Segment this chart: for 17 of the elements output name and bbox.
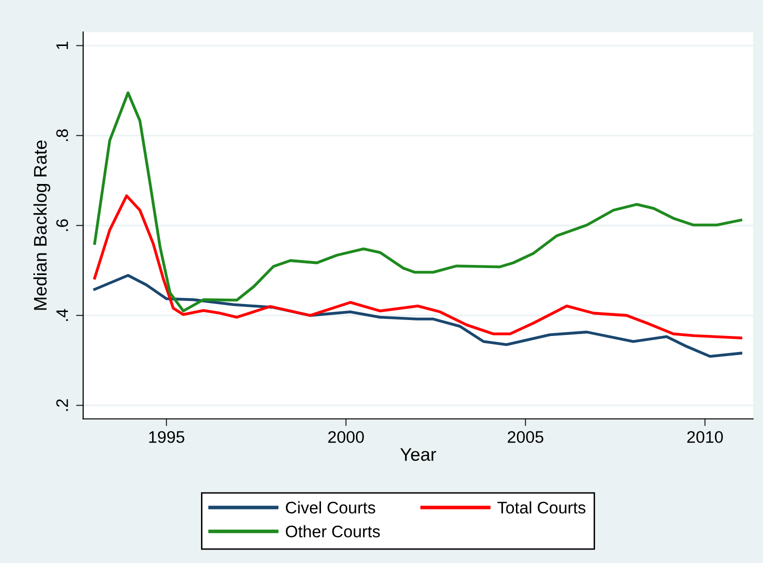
x-tick-label: 2000 [328,431,364,443]
legend-label: Total Courts [497,501,586,514]
y-tick-label: .6 [56,219,68,231]
line-series [93,91,742,312]
x-axis-title: Year [400,448,436,461]
y-tick-label: .4 [56,308,68,321]
y-tick-label: 1 [56,42,68,49]
line-series [93,194,742,340]
x-tick-label: 1995 [149,431,184,443]
y-axis-title: Median Backlog Rate [33,140,50,310]
line-series [93,274,742,358]
x-tick-label: 2010 [687,431,723,443]
x-tick-label: 2005 [508,431,544,443]
legend-label: Civel Courts [286,501,376,514]
y-tick-label: .2 [56,399,68,411]
y-tick-label: .8 [56,129,68,141]
legend-label: Other Courts [286,525,380,538]
